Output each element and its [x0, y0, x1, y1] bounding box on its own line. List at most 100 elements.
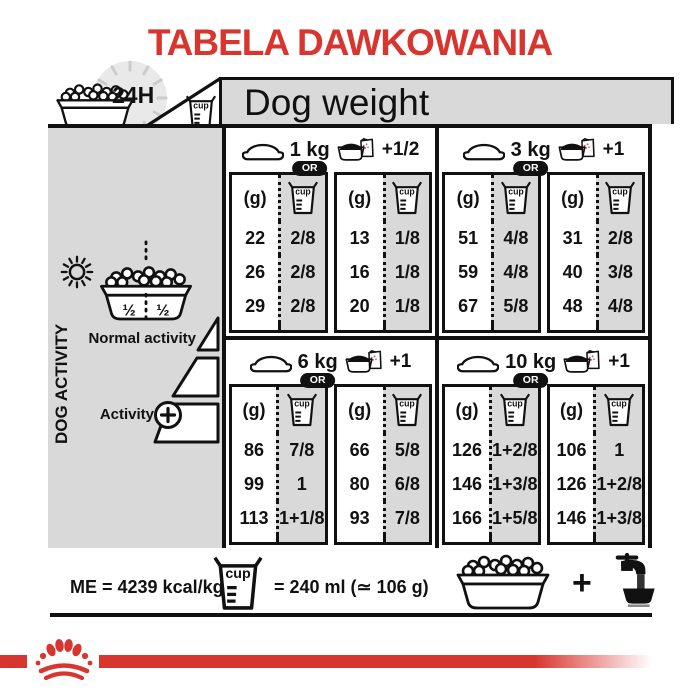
cup-header — [488, 387, 538, 433]
band-row-1: 1 kg OR +1/2 (g) 22 2/8 26 2/8 29 2/8 — [226, 128, 648, 336]
page-title: TABELA DAWKOWANIA — [147, 22, 553, 63]
dry-grams-value: 29 — [245, 295, 266, 316]
or-badge: OR — [512, 160, 549, 176]
filler — [232, 535, 276, 542]
cup-icon — [500, 392, 530, 428]
mix-grams-value: 20 — [349, 295, 370, 316]
mix-cup-value: 4/8 — [595, 289, 642, 323]
band-row-2: 6 kg OR +1 (g) 86 7/8 99 1 113 1+1/8 — [226, 340, 648, 548]
activity-level-triangles-icon — [153, 316, 220, 444]
section-body: (g) 22 2/8 26 2/8 29 2/8 (g) 1 — [226, 172, 435, 336]
dry-grams-value: 166 — [451, 507, 482, 528]
or-badge: OR — [299, 372, 336, 388]
filler — [445, 323, 491, 330]
wet-portion-label: +1 — [602, 139, 625, 160]
cup-header — [382, 387, 429, 433]
section-body: (g) 126 1+2/8 146 1+3/8 166 1+5/8 (g) — [439, 384, 648, 548]
moon-icon — [208, 253, 222, 281]
grams-header: (g) — [455, 399, 479, 420]
mix-grams-value: 126 — [556, 473, 587, 494]
dry-grams-value: 59 — [458, 261, 479, 282]
dry-cup-value: 5/8 — [491, 289, 538, 323]
filler — [337, 323, 383, 330]
mix-grams-value: 66 — [349, 439, 370, 460]
filler — [595, 323, 642, 330]
filler — [382, 323, 429, 330]
mix-cup-value: 1+3/8 — [593, 501, 642, 535]
dry-food-bowl-icon — [250, 351, 292, 374]
split-meal-bowl-icon: ½ ½ — [100, 240, 192, 322]
mix-cup-value: 6/8 — [382, 467, 429, 501]
dry-plus-wet-table: (g) 13 1/8 16 1/8 20 1/8 — [333, 172, 432, 333]
dry-only-table: (g) 22 2/8 26 2/8 29 2/8 — [229, 172, 328, 333]
filler — [445, 535, 489, 542]
dry-food-bowl-icon — [242, 139, 284, 162]
dry-cup-value: 7/8 — [275, 433, 325, 467]
filler — [550, 535, 594, 542]
mix-cup-value: 1+2/8 — [593, 467, 642, 501]
diagonal-divider — [144, 76, 222, 129]
grams-header: (g) — [348, 187, 372, 208]
kibble-bowl-icon — [440, 553, 566, 613]
crown-paw-logo-icon — [35, 639, 93, 681]
mix-cup-value: 1/8 — [382, 289, 429, 323]
cup-icon — [392, 180, 422, 216]
dry-grams-value: 67 — [458, 295, 479, 316]
dry-cup-value: 2/8 — [278, 289, 325, 323]
filler — [278, 323, 325, 330]
water-tap-icon — [615, 552, 655, 607]
divider-line — [48, 124, 652, 128]
grams-header: (g) — [456, 187, 480, 208]
section-header: 10 kg OR +1 — [439, 340, 648, 388]
mix-grams-value: 48 — [562, 295, 583, 316]
weight-label: 6 kg OR — [298, 351, 338, 388]
dry-grams-value: 26 — [245, 261, 266, 282]
dog-weight-header: Dog weight — [219, 77, 674, 124]
cup-icon — [287, 392, 317, 428]
plus-sign: + — [572, 564, 592, 602]
mix-cup-value: 3/8 — [595, 255, 642, 289]
filler — [232, 323, 278, 330]
filler — [275, 535, 325, 542]
cup-icon — [604, 392, 634, 428]
dry-cup-value: 2/8 — [278, 255, 325, 289]
section-header: 1 kg OR +1/2 — [226, 128, 435, 176]
dry-cup-value: 1+5/8 — [488, 501, 538, 535]
sun-icon — [60, 255, 94, 289]
wet-portion-label: +1 — [608, 351, 630, 372]
section-body: (g) 86 7/8 99 1 113 1+1/8 (g) — [226, 384, 435, 548]
or-badge: OR — [291, 160, 328, 176]
dry-cup-value: 1+2/8 — [488, 433, 538, 467]
cup-header — [595, 175, 642, 221]
normal-activity-label: Normal activity — [88, 330, 196, 347]
mix-grams-value: 31 — [562, 227, 583, 248]
plus-activity-icon — [159, 406, 177, 424]
footer-divider-line — [50, 613, 652, 617]
mix-cup-value: 2/8 — [595, 221, 642, 255]
dry-grams-value: 22 — [245, 227, 266, 248]
grams-header: (g) — [561, 187, 585, 208]
cup-equivalence-label: = 240 ml (≃ 106 g) — [274, 577, 429, 597]
filler — [550, 323, 596, 330]
me-energy-label: ME = 4239 kcal/kg — [70, 577, 224, 597]
wet-pouch-bowl-icon — [344, 350, 384, 374]
filler — [488, 535, 538, 542]
dog-activity-panel: ½ ½ DOG ACTIVITY Normal activity Activit… — [48, 128, 222, 548]
weight-label: 1 kg OR — [290, 139, 330, 176]
half-portion-right: ½ — [156, 303, 169, 320]
cup-header — [275, 387, 325, 433]
wet-pouch-bowl-icon — [562, 350, 602, 374]
brand-logo-box — [27, 634, 99, 686]
weight-section-6kg: 6 kg OR +1 (g) 86 7/8 99 1 113 1+1/8 — [226, 340, 435, 548]
section-divider — [435, 128, 439, 336]
activity-label: Activity — [99, 406, 154, 423]
dry-grams-value: 86 — [243, 439, 264, 460]
brand-red-bar — [0, 655, 652, 668]
weight-section-1kg: 1 kg OR +1/2 (g) 22 2/8 26 2/8 29 2/8 — [226, 128, 435, 336]
dry-grams-value: 99 — [243, 473, 264, 494]
dry-only-table: (g) 86 7/8 99 1 113 1+1/8 — [229, 384, 328, 545]
cup-icon — [605, 180, 635, 216]
cup-icon — [392, 392, 422, 428]
grams-header: (g) — [559, 399, 583, 420]
